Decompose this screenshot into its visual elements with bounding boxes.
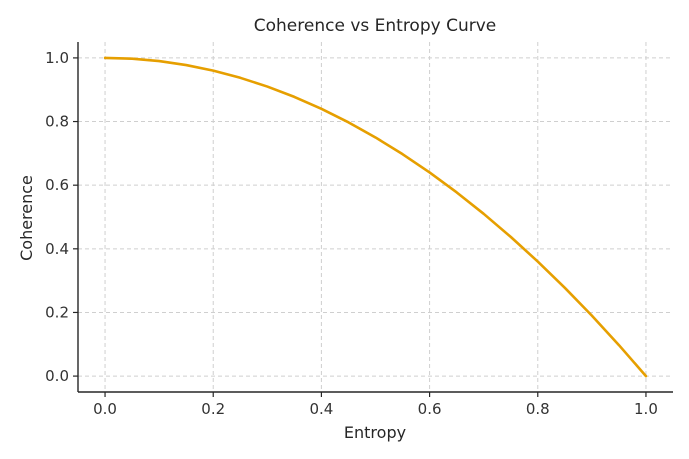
x-tick-label-5: 1.0 [634, 400, 658, 418]
x-ticks: 0.0 0.2 0.4 0.6 0.8 1.0 [93, 392, 658, 418]
axes [77, 42, 673, 393]
series-layer [103, 56, 648, 378]
x-tick-label-3: 0.6 [418, 400, 442, 418]
x-tick-label-1: 0.2 [201, 400, 225, 418]
series-line-0 [103, 56, 648, 378]
x-axis-label: Entropy [344, 423, 406, 442]
x-tick-label-0: 0.0 [93, 400, 117, 418]
y-tick-label-1: 0.2 [45, 303, 69, 321]
y-axis-label: Coherence [17, 175, 36, 261]
chart-title: Coherence vs Entropy Curve [254, 16, 497, 36]
y-tick-label-4: 0.8 [45, 113, 69, 131]
x-tick-label-2: 0.4 [309, 400, 333, 418]
y-tick-label-2: 0.4 [45, 240, 69, 258]
y-tick-label-0: 0.0 [45, 367, 69, 385]
y-ticks: 0.0 0.2 0.4 0.6 0.8 1.0 [45, 49, 78, 385]
x-tick-label-4: 0.8 [526, 400, 550, 418]
y-tick-label-5: 1.0 [45, 49, 69, 67]
grid [78, 42, 673, 392]
y-tick-label-3: 0.6 [45, 176, 69, 194]
